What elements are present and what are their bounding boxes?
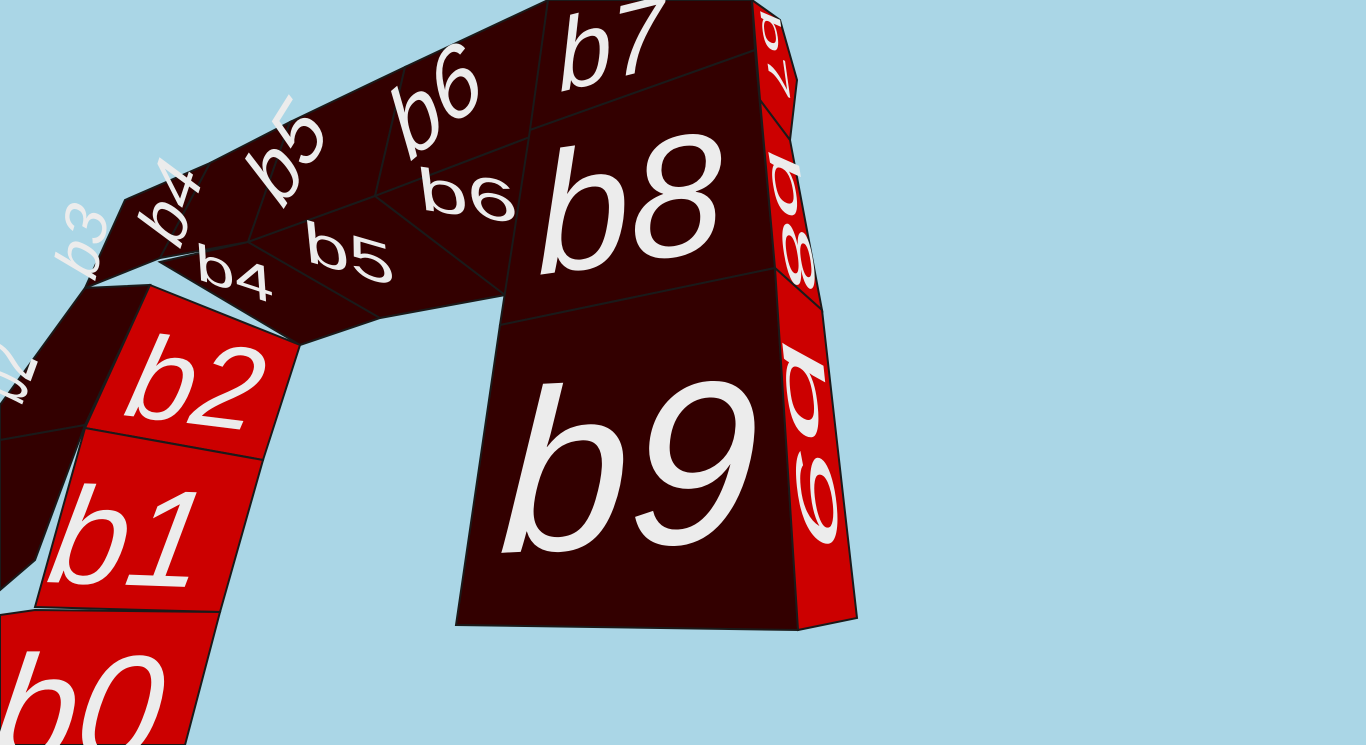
label-b9-front: b9: [495, 330, 764, 602]
block-b1-side-face[interactable]: [0, 423, 87, 592]
right-column: [454, 0, 859, 632]
label-b8-front: b8: [533, 95, 727, 312]
label-b1-front: b1: [40, 458, 220, 617]
block-b0-front-face[interactable]: [0, 608, 222, 745]
label-b2-front: b2: [116, 311, 276, 456]
label-b0-front: b0: [0, 625, 174, 745]
block-b7-side-face[interactable]: [750, 0, 799, 143]
block-b9-side-face[interactable]: [773, 265, 859, 632]
top-beam: [83, 0, 757, 347]
left-column: [0, 283, 302, 745]
